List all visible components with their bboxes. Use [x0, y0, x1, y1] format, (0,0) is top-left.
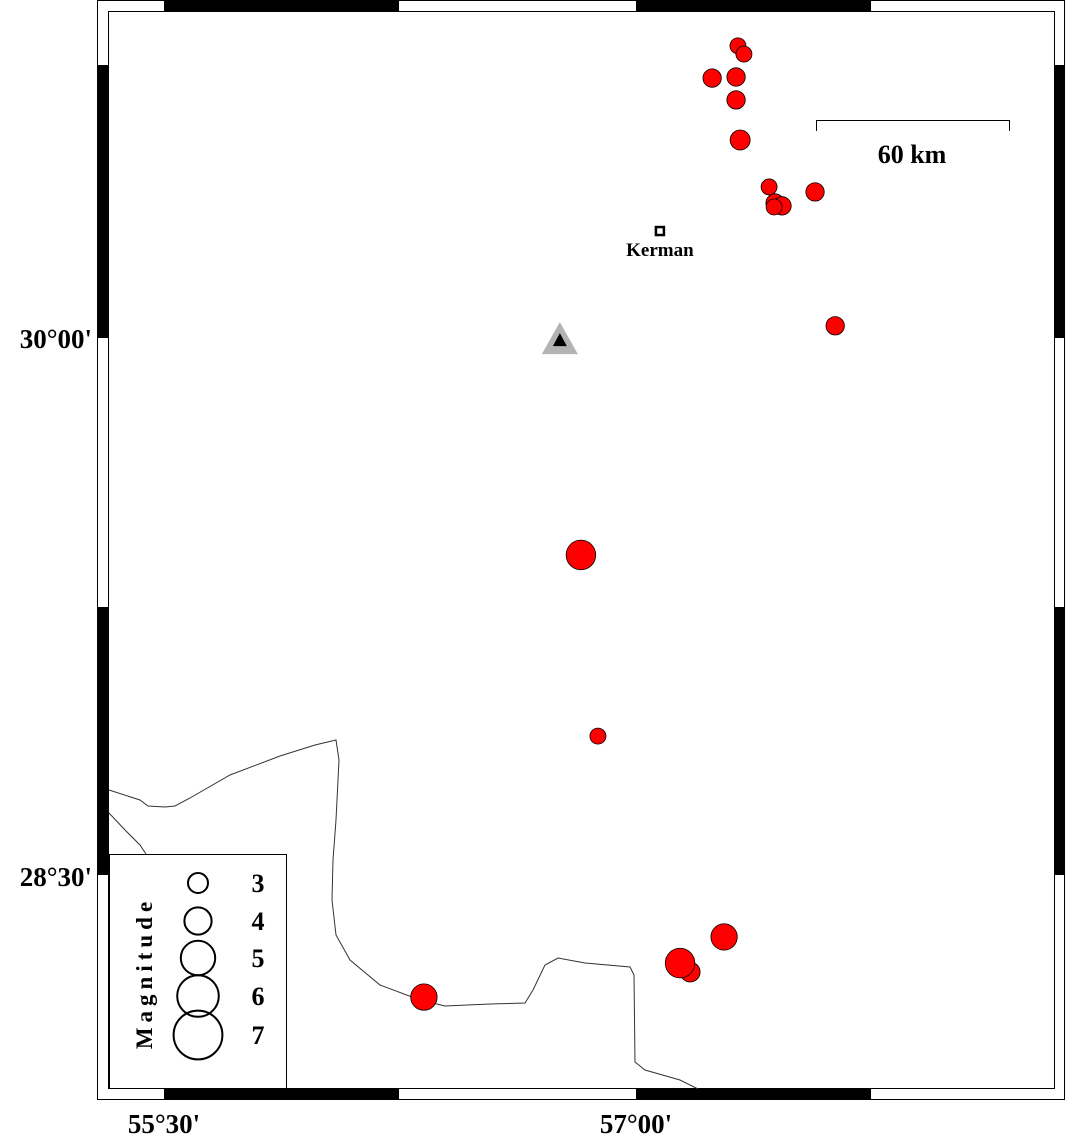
earthquake-event-17 [664, 947, 696, 979]
earthquake-event-18 [410, 983, 438, 1011]
earthquake-event-15 [710, 923, 738, 951]
earthquake-event-5 [726, 90, 746, 110]
earthquake-event-2 [735, 45, 753, 63]
legend-label-4: 4 [252, 907, 265, 936]
triangle-station-icon [552, 333, 567, 347]
earthquake-events [410, 37, 845, 1011]
lon-label-57-00: 57°00' [600, 1109, 672, 1139]
earthquake-event-7 [760, 178, 778, 196]
province-borders [108, 739, 699, 1090]
station-marker [541, 322, 578, 355]
earthquake-event-12 [825, 316, 845, 336]
legend-label-5: 5 [252, 944, 265, 973]
square-marker-icon [654, 225, 666, 237]
city-kerman: Kerman [626, 225, 694, 261]
scale-bar-label: 60 km [878, 140, 947, 169]
lon-label-55-30: 55°30' [128, 1109, 200, 1139]
legend-circle-6 [176, 974, 220, 1018]
legend-circle-3 [187, 872, 209, 894]
scale-bar: 60 km [816, 120, 1010, 169]
legend-label-6: 6 [252, 982, 265, 1011]
city-label: Kerman [626, 240, 694, 261]
legend-circle-7 [172, 1009, 224, 1061]
lat-label-28-30: 28°30' [20, 862, 92, 892]
earthquake-event-11 [805, 182, 825, 202]
legend-title: Magnitude [132, 897, 157, 1049]
earthquake-event-6 [729, 129, 751, 151]
legend-label-3: 3 [252, 869, 265, 898]
legend-circle-4 [183, 906, 213, 936]
legend-label-7: 7 [252, 1021, 265, 1050]
earthquake-event-13 [565, 539, 597, 571]
earthquake-event-4 [726, 67, 746, 87]
earthquake-event-14 [589, 727, 607, 745]
earthquake-event-3 [702, 68, 722, 88]
magnitude-legend: Magnitude 3 4 5 6 7 [109, 854, 287, 1089]
earthquake-event-10 [765, 198, 783, 216]
lat-label-30-00: 30°00' [20, 324, 92, 354]
